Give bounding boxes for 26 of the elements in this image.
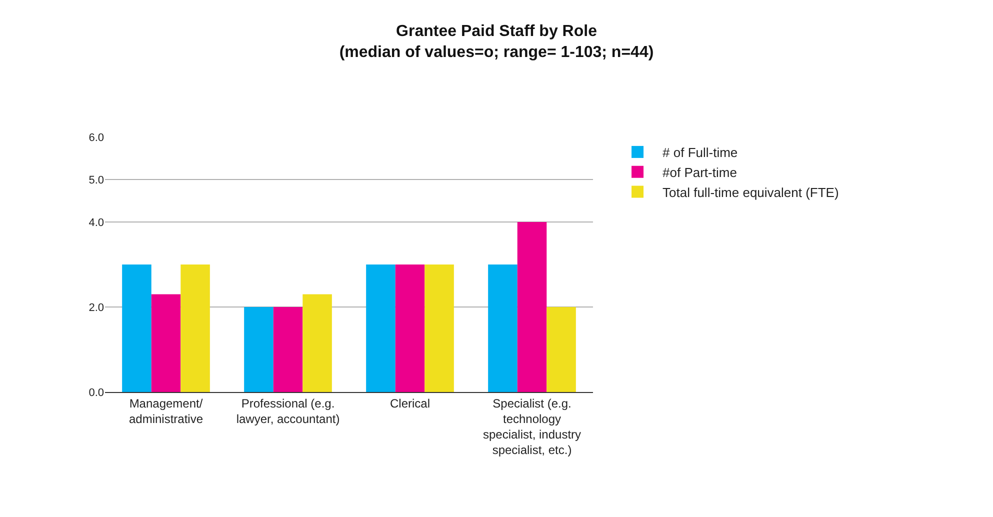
- x-tick-label: Professional (e.g. lawyer, accountant): [236, 396, 340, 426]
- chart-subtitle: (median of values=o; range= 1-103; n=44): [339, 44, 654, 61]
- y-tick-label: 2.0: [88, 302, 104, 314]
- bar: [122, 264, 152, 392]
- bar: [424, 264, 454, 392]
- y-tick-label: 6.0: [88, 132, 104, 144]
- bar: [366, 264, 396, 392]
- x-tick-label: Management/ administrative: [128, 396, 204, 426]
- bar: [488, 264, 518, 392]
- legend-label: Total full-time equivalent (FTE): [662, 184, 839, 200]
- y-tick-label: 0.0: [88, 386, 104, 399]
- bar: [517, 222, 547, 392]
- legend-label: # of Full-time: [662, 145, 738, 160]
- bar: [244, 307, 274, 392]
- y-tick-label: 4.0: [88, 216, 104, 229]
- chart-title: Grantee Paid Staff by Role: [396, 23, 598, 40]
- bar: [273, 307, 303, 392]
- legend-label: #of Part-time: [662, 164, 737, 180]
- bar: [395, 264, 425, 392]
- x-tick-label: Specialist (e.g. technology specialist, industry specialist, etc.): [482, 396, 582, 458]
- bar: [546, 307, 576, 392]
- bar: [180, 264, 210, 392]
- bar: [151, 294, 181, 392]
- x-tick-label: Clerical: [390, 396, 430, 410]
- y-tick-label: 5.0: [88, 174, 104, 186]
- bar: [302, 294, 332, 392]
